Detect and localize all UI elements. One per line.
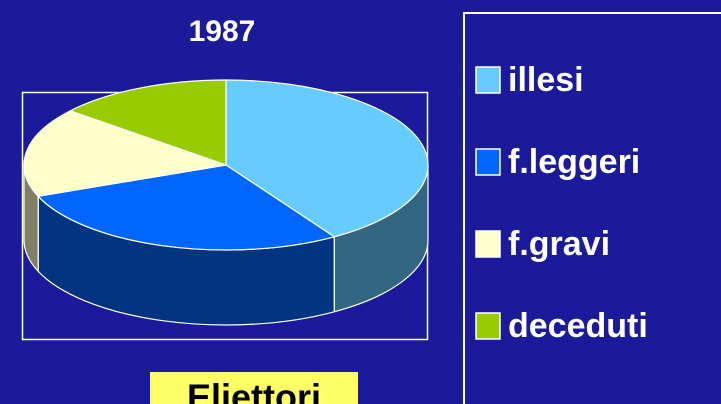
legend-label: f.leggeri: [508, 143, 640, 181]
slice: [68, 79, 227, 166]
pie: [23, 79, 429, 326]
legend-frame: [463, 12, 721, 404]
slice: [23, 110, 227, 197]
footer-box: [150, 372, 358, 404]
slice: [36, 164, 336, 251]
legend-swatch: [475, 66, 501, 94]
chart-title: 1987: [189, 15, 256, 48]
legend-swatch: [475, 230, 501, 258]
slice: [225, 79, 429, 238]
legend-swatch: [475, 312, 501, 340]
legend-label: f.gravi: [508, 225, 610, 263]
legend-label: deceduti: [508, 307, 648, 345]
legend-swatch: [475, 148, 501, 176]
legend-label: illesi: [508, 61, 584, 99]
footer-text: Eliettori: [187, 377, 321, 404]
legend: illesi f.leggeri f.gravi deceduti: [475, 61, 648, 345]
